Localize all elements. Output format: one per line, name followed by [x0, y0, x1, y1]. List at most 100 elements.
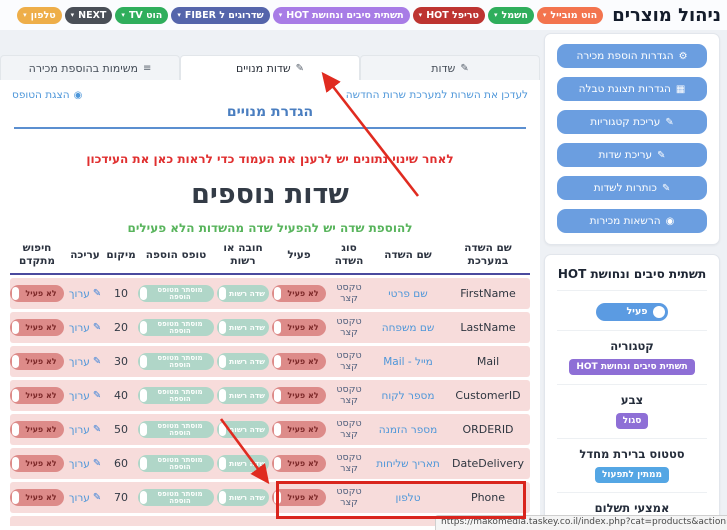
sidebar-action-button[interactable]: ✎ עריכת שדות	[557, 143, 707, 167]
toggle-label: לא פעיל	[25, 356, 57, 366]
nav-dropdown-button[interactable]: טלפון ▾	[17, 6, 62, 24]
tab-item[interactable]: ✎ שדות	[360, 55, 540, 80]
add-form-toggle[interactable]: מוסתר מטופס הוספה	[138, 421, 214, 439]
field-name-link[interactable]: מייל - Mail	[383, 355, 433, 368]
advanced-search-toggle[interactable]: לא פעיל	[10, 353, 64, 371]
field-name-link[interactable]: טלפון	[395, 491, 421, 504]
edit-link[interactable]: ✎ ערוך	[64, 288, 106, 300]
add-form-toggle[interactable]: מוסתר מטופס הוספה	[138, 489, 214, 507]
toggle-label: לא פעיל	[25, 390, 57, 400]
toggle-knob	[274, 287, 281, 301]
tab-item[interactable]: ≡ משימות בהוספת מכירה	[0, 55, 180, 80]
edit-link[interactable]: ✎ ערוך	[64, 356, 106, 368]
sidebar-action-button[interactable]: ✎ כותרות לשדות	[557, 176, 707, 200]
toggle-label: לא פעיל	[287, 458, 319, 468]
fields-hint: להוספת שדה יש להפעיל שדה מהשדות הלא פעיל…	[127, 221, 413, 235]
field-type: טקסט קצר	[336, 417, 362, 440]
column-header: מיקום	[106, 248, 136, 261]
advanced-search-toggle[interactable]: לא פעיל	[10, 387, 64, 405]
mandatory-toggle[interactable]: שדה רשות	[217, 285, 269, 303]
field-name-link[interactable]: מספר הזמנה	[378, 423, 438, 436]
sidebar: ⚙ הגדרות הוספת מכירה ▦ הגדרות תצוגת טבלה ✎ ער…	[544, 33, 720, 530]
sidebar-action-label: הרשאות מכירות	[589, 215, 661, 227]
active-toggle[interactable]: לא פעיל	[272, 455, 326, 473]
active-toggle[interactable]: לא פעיל	[272, 285, 326, 303]
nav-dropdown-button[interactable]: חשמל ▾	[487, 6, 534, 24]
mandatory-toggle[interactable]: שדה רשות	[217, 455, 269, 473]
eye-icon: ◉	[665, 215, 675, 227]
top-header: ניהול מוצרים הוט מובייל ▾ חשמל ▾ טריפל HOT ▾ ת…	[0, 0, 727, 30]
edit-link[interactable]: ✎ ערוך	[64, 390, 106, 402]
column-header: פעיל	[287, 248, 311, 261]
toggle-knob	[12, 355, 19, 369]
nav-dropdown-button[interactable]: טריפל HOT ▾	[412, 6, 485, 24]
advanced-search-toggle[interactable]: לא פעיל	[10, 489, 64, 507]
field-name-link[interactable]: שם משפחה	[381, 321, 435, 334]
toggle-knob	[140, 491, 147, 505]
update-service-link[interactable]: לעדכן את השרות למערכת שרות החדשה	[345, 89, 528, 101]
edit-label: ערוך	[68, 355, 90, 368]
mandatory-toggle[interactable]: שדה רשות	[217, 421, 269, 439]
advanced-search-toggle[interactable]: לא פעיל	[10, 455, 64, 473]
toggle-label: לא פעיל	[25, 424, 57, 434]
category-nav: הוט מובייל ▾ חשמל ▾ טריפל HOT ▾ תשתית סיבים ונ…	[17, 6, 604, 24]
column-header: טופס הוספה	[145, 248, 207, 261]
table-row: FirstName שם פרטי טקסט קצר לא פעיל שדה רשות מ…	[10, 278, 530, 310]
active-toggle[interactable]: לא פעיל	[272, 353, 326, 371]
sidebar-action-button[interactable]: ◉ הרשאות מכירות	[557, 209, 707, 233]
toggle-label: לא פעיל	[287, 288, 319, 298]
field-name-link[interactable]: שם פרטי	[388, 287, 428, 300]
toggle-knob	[140, 423, 147, 437]
nav-dropdown-button[interactable]: תשתית סיבים ונחושת HOT ▾	[272, 6, 410, 24]
add-form-toggle[interactable]: מוסתר מטופס הוספה	[138, 319, 214, 337]
nav-dropdown-button[interactable]: NEXT ▾	[64, 6, 113, 24]
field-name-link[interactable]: מספר לקוח	[381, 389, 435, 402]
tab-label: שדות	[431, 61, 456, 75]
tab-active[interactable]: ✎ שדות מנויים	[180, 55, 360, 80]
advanced-search-toggle[interactable]: לא פעיל	[10, 319, 64, 337]
add-form-toggle[interactable]: מוסתר מטופס הוספה	[138, 387, 214, 405]
nav-dropdown-button[interactable]: שדרוגים ל FIBER ▾	[171, 6, 270, 24]
edit-link[interactable]: ✎ ערוך	[64, 322, 106, 334]
active-toggle[interactable]: לא פעיל	[272, 421, 326, 439]
edit-link[interactable]: ✎ ערוך	[64, 458, 106, 470]
mandatory-toggle[interactable]: שדה רשות	[217, 353, 269, 371]
active-toggle[interactable]: לא פעיל	[272, 319, 326, 337]
sidebar-action-button[interactable]: ⚙ הגדרות הוספת מכירה	[557, 44, 707, 68]
toggle-label: לא פעיל	[287, 356, 319, 366]
add-form-toggle[interactable]: מוסתר מטופס הוספה	[138, 353, 214, 371]
toggle-label: לא פעיל	[287, 492, 319, 502]
sidebar-action-button[interactable]: ✎ עריכת קטגוריות	[557, 110, 707, 134]
nav-button-label: טלפון	[30, 9, 56, 21]
active-toggle[interactable]: לא פעיל	[272, 387, 326, 405]
nav-button-label: הוט מובייל	[550, 9, 598, 21]
edit-link[interactable]: ✎ ערוך	[64, 492, 106, 504]
edit-link[interactable]: ✎ ערוך	[64, 424, 106, 436]
add-form-toggle[interactable]: מוסתר מטופס הוספה	[138, 285, 214, 303]
edit-label: ערוך	[68, 457, 90, 470]
advanced-search-toggle[interactable]: לא פעיל	[10, 421, 64, 439]
nav-dropdown-button[interactable]: הוט TV ▾	[115, 6, 169, 24]
toggle-knob	[219, 457, 226, 471]
active-toggle[interactable]: פעיל	[596, 302, 668, 321]
product-status-block: סטטוס ברירת מחדל ממתין לתפעול	[557, 437, 707, 492]
table-body: FirstName שם פרטי טקסט קצר לא פעיל שדה רשות מ…	[10, 278, 530, 514]
color-badge: סגול	[615, 412, 649, 429]
active-toggle[interactable]: לא פעיל	[272, 489, 326, 507]
edit-label: ערוך	[68, 321, 90, 334]
nav-dropdown-button[interactable]: הוט מובייל ▾	[536, 6, 604, 24]
show-form-link[interactable]: ◉ הצגת הטופס	[12, 89, 82, 101]
mandatory-toggle[interactable]: שדה רשות	[217, 319, 269, 337]
category-badge: תשתית סיבים ונחושת HOT	[569, 358, 695, 375]
system-field-name: Mail	[476, 355, 500, 369]
sidebar-action-button[interactable]: ▦ הגדרות תצוגת טבלה	[557, 77, 707, 101]
system-field-name: FirstName	[460, 287, 516, 301]
field-type: טקסט קצר	[336, 315, 362, 338]
add-form-toggle[interactable]: מוסתר מטופס הוספה	[138, 455, 214, 473]
toggle-knob	[140, 287, 147, 301]
advanced-search-toggle[interactable]: לא פעיל	[10, 285, 64, 303]
mandatory-toggle[interactable]: שדה רשות	[217, 489, 269, 507]
edit-icon: ✎	[460, 62, 469, 74]
mandatory-toggle[interactable]: שדה רשות	[217, 387, 269, 405]
field-name-link[interactable]: תאריך שליחות	[376, 457, 440, 470]
